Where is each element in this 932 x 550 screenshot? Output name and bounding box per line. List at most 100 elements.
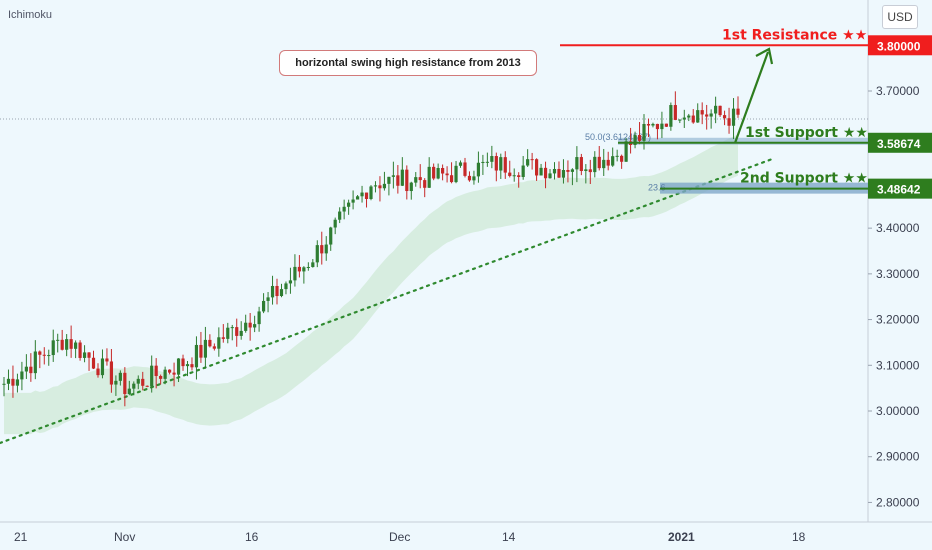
candle-body	[297, 266, 301, 272]
candle-body	[561, 170, 566, 178]
candle-body	[51, 340, 55, 356]
candle-body	[575, 157, 579, 170]
candle-body	[709, 113, 713, 117]
candle-body	[212, 346, 216, 349]
candle-body	[718, 105, 722, 116]
candle-body	[364, 192, 369, 199]
candle-body	[517, 175, 521, 177]
candle-body	[257, 311, 261, 325]
trendline	[0, 156, 777, 445]
candle-body	[584, 169, 588, 171]
x-tick-label: 14	[502, 530, 516, 544]
candle-body	[687, 115, 691, 118]
cloud-area	[4, 134, 738, 435]
candle-body	[691, 115, 695, 123]
candle-body	[185, 364, 190, 367]
y-tick-label: 3.40000	[876, 221, 920, 235]
candle-body	[458, 162, 463, 166]
time-axis[interactable]: 21 Nov 16 Dec 14 2021 18	[14, 530, 806, 544]
candle-body	[620, 155, 624, 162]
price-axis[interactable]: 3.70000 3.40000 3.30000 3.20000 3.10000 3.000…	[868, 84, 920, 509]
candle-body	[96, 368, 100, 376]
candle-body	[445, 173, 449, 176]
candle-body	[521, 165, 525, 177]
candle-body	[669, 105, 673, 127]
candle-body	[490, 156, 494, 162]
candle-body	[172, 372, 176, 375]
candle-body	[400, 169, 404, 186]
price-levels: 3.80000 1st Resistance ★★ 3.58674 1st Suppo…	[560, 27, 932, 199]
candle-body	[494, 156, 498, 171]
y-tick-label: 3.10000	[876, 358, 920, 372]
candle-body	[579, 157, 583, 171]
candle-body	[485, 161, 489, 163]
candle-body	[642, 123, 646, 141]
candle-body	[181, 358, 185, 367]
level-price-tag-3	[868, 178, 932, 199]
projection-arrow-shaft	[733, 51, 770, 144]
fib-label-236: 23.6	[648, 183, 666, 193]
candle-body	[315, 245, 319, 263]
ichimoku-cloud	[4, 134, 738, 435]
candle-body	[731, 108, 736, 126]
candle-body	[270, 285, 275, 298]
indicator-label[interactable]: Ichimoku	[8, 9, 53, 21]
candle-body	[552, 168, 557, 174]
candle-body	[145, 385, 149, 387]
candle-body	[338, 211, 342, 220]
candle-body	[606, 159, 610, 166]
candle-body	[678, 119, 682, 121]
candle-body	[11, 378, 15, 386]
candle-body	[722, 115, 727, 119]
candle-body	[454, 165, 458, 183]
candle-body	[69, 339, 73, 349]
candle-body	[239, 330, 243, 336]
candle-body	[548, 173, 552, 179]
candle-body	[633, 135, 637, 145]
candle-body	[637, 135, 642, 141]
candle-body	[159, 376, 163, 379]
currency-badge[interactable]: USD	[882, 5, 918, 29]
candle-body	[15, 379, 20, 386]
candle-body	[306, 266, 310, 268]
candle-body	[347, 202, 351, 207]
candle-body	[342, 206, 346, 212]
candle-body	[136, 378, 140, 384]
candle-body	[682, 117, 686, 120]
candle-body	[275, 285, 279, 297]
candle-body	[705, 114, 709, 117]
candle-body	[163, 369, 167, 379]
candle-body	[499, 157, 503, 171]
candle-body	[194, 344, 199, 368]
candle-body	[284, 283, 288, 290]
candle-body	[38, 351, 42, 355]
candle-body	[646, 123, 651, 126]
candle-body	[378, 185, 382, 189]
candle-body	[141, 378, 145, 386]
candle-body	[588, 169, 592, 173]
candle-body	[60, 339, 64, 350]
candle-body	[503, 157, 507, 173]
candle-body	[530, 159, 534, 161]
projection-arrow-head	[755, 47, 774, 65]
candle-body	[664, 123, 668, 127]
x-tick-label: 2021	[668, 530, 695, 544]
candle-body	[602, 159, 606, 169]
candle-body	[261, 300, 266, 312]
candle-body	[230, 327, 234, 329]
candle-body	[727, 118, 731, 126]
candle-body	[154, 365, 158, 377]
candle-body	[74, 342, 78, 349]
candle-body	[253, 324, 257, 328]
candle-body	[651, 123, 655, 126]
candle-body	[123, 372, 127, 395]
candle-body	[481, 161, 485, 163]
candle-body	[266, 297, 270, 301]
candle-body	[244, 322, 248, 331]
annotation-callout[interactable]: horizontal swing high resistance from 20…	[279, 50, 537, 76]
candle-body	[673, 105, 677, 120]
candle-body	[320, 245, 324, 254]
candle-body	[288, 280, 293, 284]
candlesticks	[2, 91, 740, 407]
